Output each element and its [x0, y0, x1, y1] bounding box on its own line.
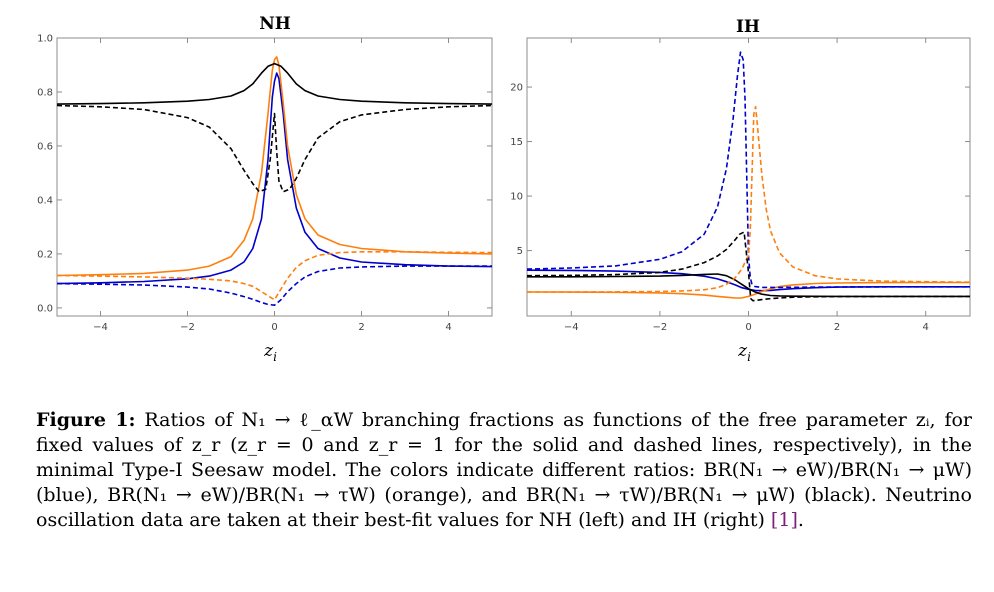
y-tick-label: 0.4: [37, 195, 53, 206]
caption-reference-open: [: [770, 509, 779, 531]
series-line-black-solid: [57, 62, 492, 105]
series-line-orange-dashed: [57, 251, 492, 301]
y-tick-label: 5: [517, 246, 523, 257]
caption-reference-link[interactable]: 1: [778, 509, 791, 531]
y-tick-label: 10: [510, 192, 523, 203]
y-tick-label: 15: [510, 137, 523, 148]
panel-title: NH: [259, 14, 291, 34]
series-line-orange-solid: [57, 56, 492, 277]
x-tick-label: −4: [93, 322, 108, 333]
y-tick-label: 0.2: [37, 249, 53, 260]
x-tick-label: −2: [653, 322, 668, 333]
x-tick-label: −4: [564, 322, 579, 333]
panel-title: IH: [736, 17, 760, 37]
y-tick-label: 20: [510, 83, 523, 94]
x-tick-label: 4: [923, 322, 929, 333]
x-tick-label: 2: [358, 322, 364, 333]
series-line-black-dashed: [57, 104, 492, 193]
x-tick-label: −2: [180, 322, 195, 333]
series-line-blue-solid: [57, 72, 492, 285]
series-line-orange-dashed: [527, 105, 970, 293]
caption-body: Ratios of N₁ → ℓ_αW branching fractions …: [36, 409, 972, 531]
ih-panel: IH −4 −2 0 2 4 5 10 15 20 zi: [510, 17, 971, 364]
caption-end: .: [797, 509, 804, 531]
series-line-blue-dashed: [57, 265, 492, 306]
series-line-blue-solid: [527, 269, 970, 292]
y-tick-label: 0.0: [37, 303, 53, 314]
x-axis-label: zi: [263, 341, 277, 364]
figure-plots: NH −4 −2 0 2 4 0.0 0.2 0.4 0.6 0.8 1.0 zi IH −4 −2 0 2 4 5…: [37, 14, 971, 364]
y-tick-label: 0.8: [37, 87, 53, 98]
x-axis-label: zi: [737, 341, 751, 364]
caption-label: Figure 1:: [36, 409, 136, 431]
nh-panel: NH −4 −2 0 2 4 0.0 0.2 0.4 0.6 0.8 1.0 zi: [37, 14, 493, 364]
x-tick-label: 4: [445, 322, 451, 333]
x-tick-label: 2: [834, 322, 840, 333]
series-line-black-dashed: [527, 231, 970, 302]
caption-reference-close: ]: [790, 509, 798, 531]
x-tick-label: 0: [745, 322, 751, 333]
series-line-orange-solid: [527, 281, 970, 299]
y-tick-label: 1.0: [37, 34, 53, 45]
figure-caption: Figure 1: Ratios of N₁ → ℓ_αW branching …: [36, 408, 972, 533]
x-tick-label: 0: [271, 322, 277, 333]
y-tick-label: 0.6: [37, 141, 53, 152]
